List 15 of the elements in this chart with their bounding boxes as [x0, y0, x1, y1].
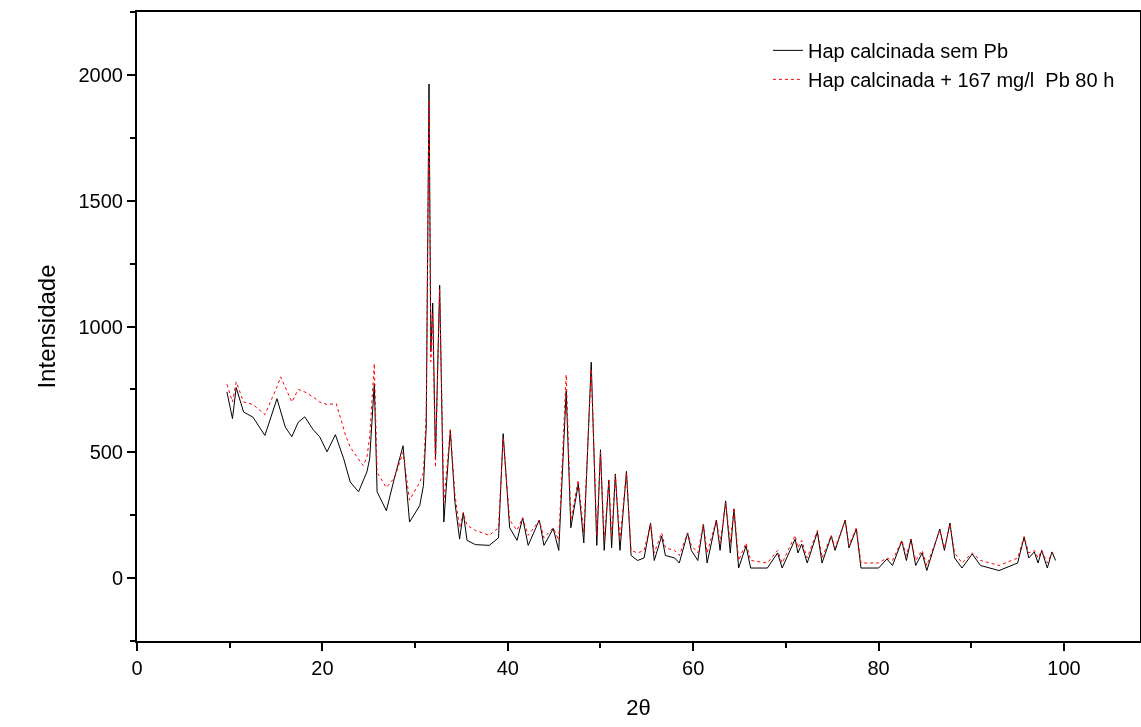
x-axis-title: 2θ	[626, 695, 651, 721]
x-tick-label: 60	[682, 657, 705, 679]
y-tick-label: 0	[111, 567, 123, 590]
y-axis-title: Intensidade	[33, 264, 61, 389]
y-tick-label: 500	[89, 441, 123, 464]
legend-label: Hap calcinada + 167 mg/l Pb 80 h	[807, 69, 1115, 92]
x-tick-label: 0	[131, 657, 143, 679]
y-tick-label: 1000	[78, 315, 123, 338]
x-tick-label: 80	[867, 657, 890, 679]
y-tick-label: 2000	[78, 63, 123, 86]
legend-label: Hap calcinada sem Pb	[807, 40, 1009, 63]
y-tick-label: 1500	[78, 189, 123, 212]
x-tick-label: 100	[1047, 657, 1081, 679]
x-tick-label: 20	[311, 657, 334, 679]
x-tick-label: 40	[496, 657, 519, 679]
